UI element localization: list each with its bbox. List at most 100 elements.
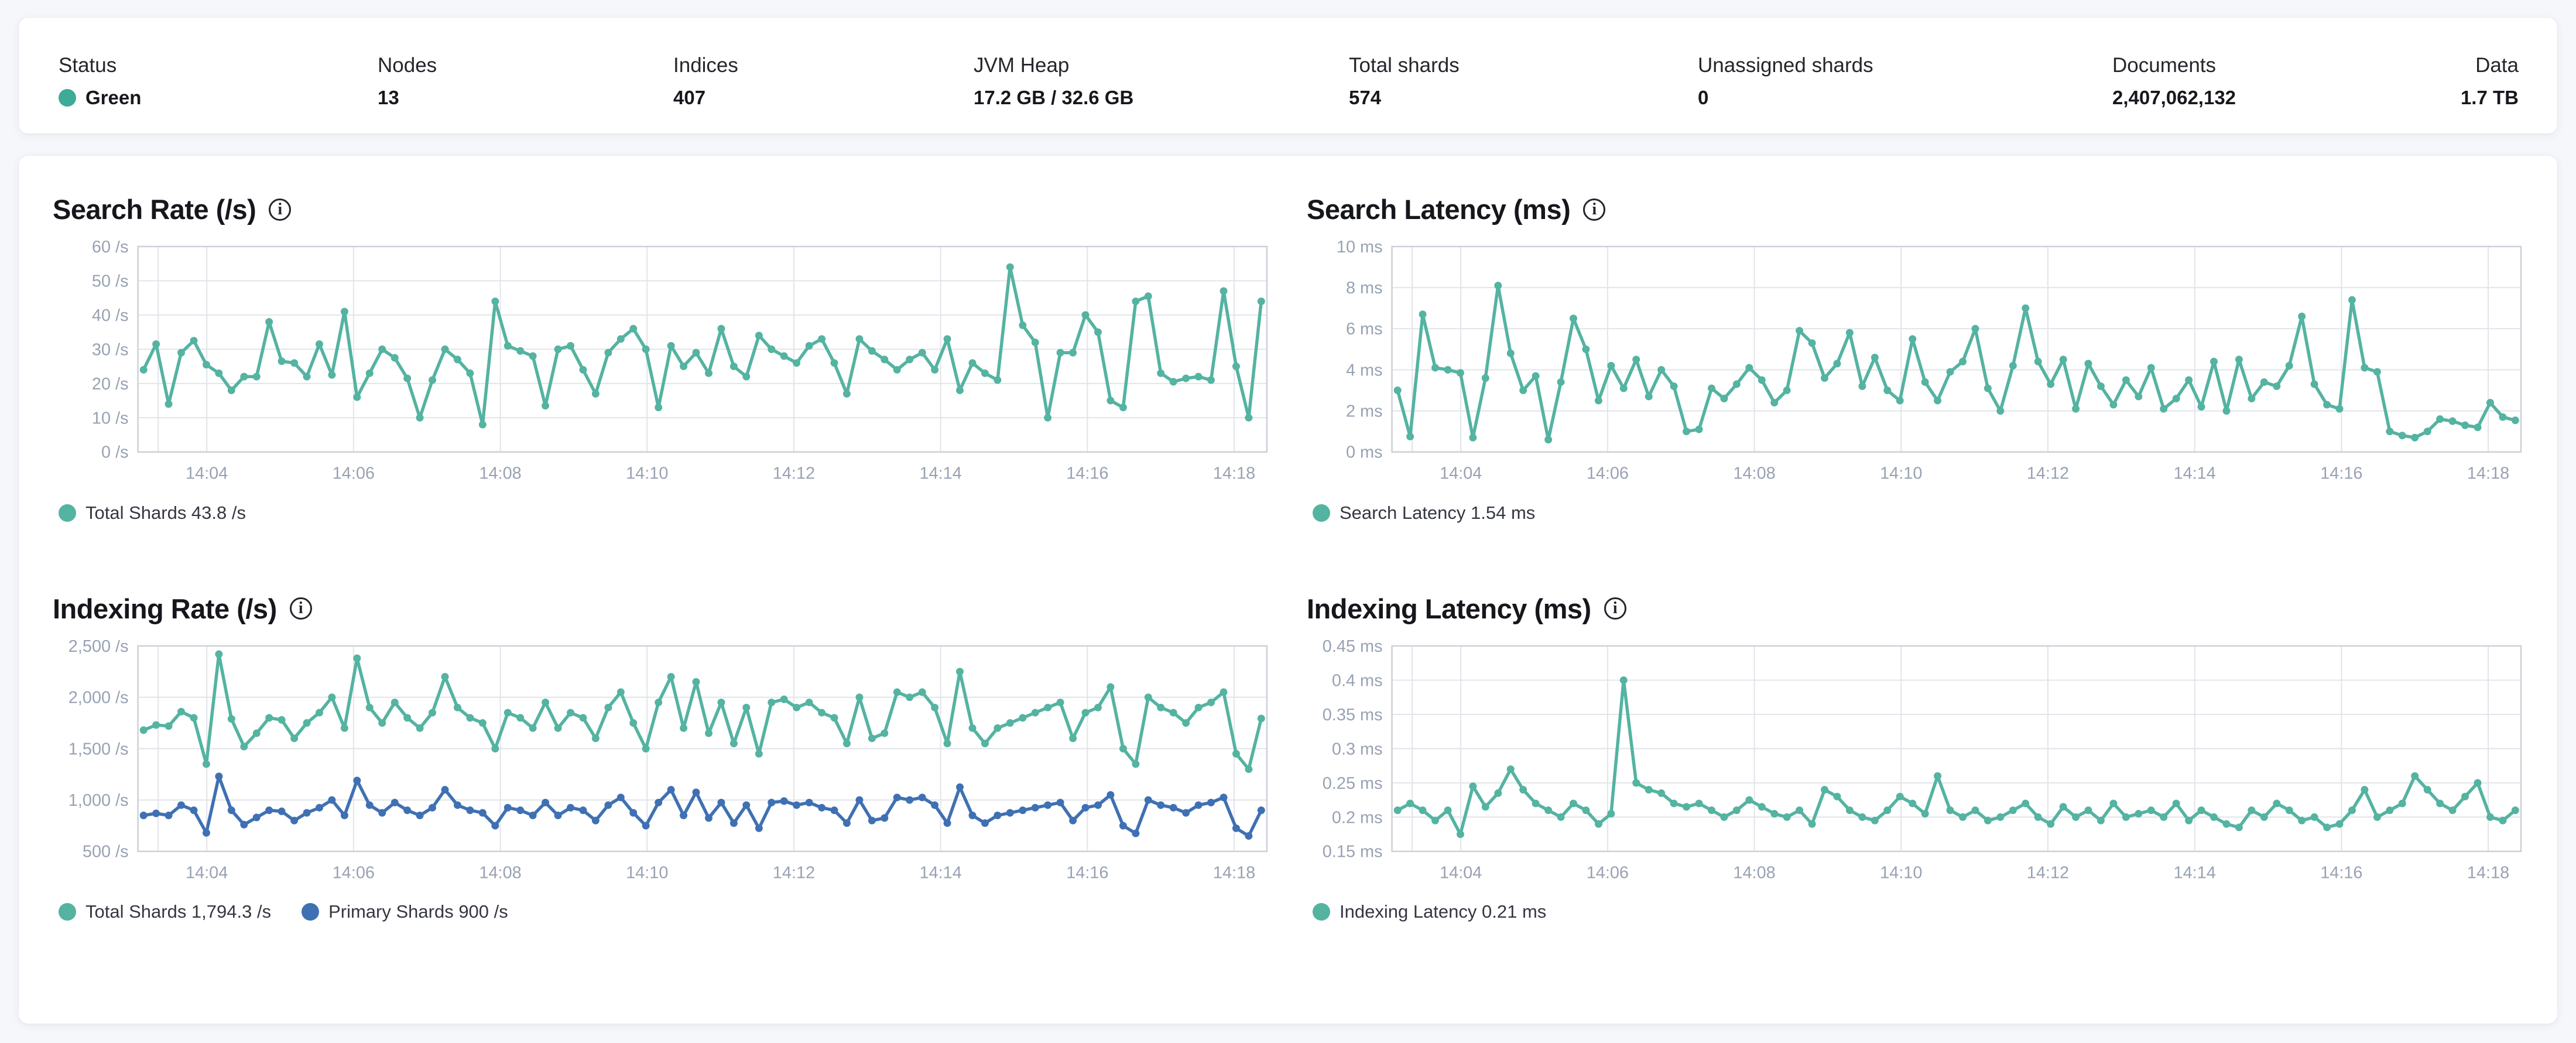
chart-title: Search Latency (ms) bbox=[1307, 194, 1571, 225]
svg-text:14:16: 14:16 bbox=[1066, 464, 1108, 483]
legend-item[interactable]: Indexing Latency 0.21 ms bbox=[1313, 901, 1546, 922]
legend-label: Total Shards 1,794.3 /s bbox=[85, 901, 272, 922]
svg-text:0.25 ms: 0.25 ms bbox=[1323, 774, 1383, 792]
svg-text:2,000 /s: 2,000 /s bbox=[68, 688, 129, 707]
svg-text:0.2 ms: 0.2 ms bbox=[1332, 808, 1383, 827]
legend-dot-icon bbox=[59, 903, 76, 921]
metric-value: Green bbox=[59, 87, 141, 109]
metric-label: Documents bbox=[2112, 54, 2217, 77]
chart-canvas[interactable]: 0 ms 2 ms 4 ms 6 ms 8 ms 10 ms 14:04 14:06 14:08… bbox=[1307, 241, 2523, 494]
metric-value: 17.2 GB / 32.6 GB bbox=[974, 87, 1134, 108]
svg-text:14:18: 14:18 bbox=[2467, 863, 2509, 882]
svg-text:14:06: 14:06 bbox=[333, 464, 375, 483]
metric-value: 13 bbox=[378, 87, 399, 108]
svg-text:14:06: 14:06 bbox=[1587, 863, 1629, 882]
chart-header: Search Rate (/s) i bbox=[53, 193, 1269, 225]
legend-label: Search Latency 1.54 ms bbox=[1340, 502, 1536, 523]
svg-text:14:10: 14:10 bbox=[1880, 464, 1922, 483]
metric-label: Data bbox=[2475, 54, 2519, 77]
search-latency-chart: Search Latency (ms) i 0 ms 2 ms 4 ms 6 ms 8 … bbox=[1307, 193, 2523, 524]
svg-text:14:18: 14:18 bbox=[2467, 464, 2509, 483]
chart-canvas[interactable]: 0 /s 10 /s 20 /s 30 /s 40 /s 50 /s 60 /s 14:04 1… bbox=[53, 241, 1269, 494]
svg-text:0.3 ms: 0.3 ms bbox=[1332, 740, 1383, 758]
chart-canvas[interactable]: 0.15 ms 0.2 ms 0.25 ms 0.3 ms 0.35 ms 0.4 ms 0… bbox=[1307, 640, 2523, 894]
cluster-summary-bar: Status Green Nodes 13 Indices 407 JVM He… bbox=[19, 18, 2557, 134]
metric-value: 0 bbox=[1698, 87, 1709, 108]
svg-text:14:12: 14:12 bbox=[2027, 464, 2069, 483]
svg-text:8 ms: 8 ms bbox=[1346, 279, 1383, 297]
svg-text:30 /s: 30 /s bbox=[92, 340, 129, 359]
status-green-dot-icon bbox=[59, 89, 76, 107]
metric-label: Indices bbox=[673, 54, 738, 77]
svg-text:14:08: 14:08 bbox=[479, 464, 521, 483]
svg-text:20 /s: 20 /s bbox=[92, 375, 129, 394]
svg-text:0 ms: 0 ms bbox=[1346, 443, 1383, 462]
charts-grid: Search Rate (/s) i 0 /s 10 /s 20 /s 30 /s 40… bbox=[53, 193, 2523, 922]
svg-text:14:04: 14:04 bbox=[186, 863, 228, 882]
svg-text:14:18: 14:18 bbox=[1213, 464, 1255, 483]
svg-text:14:04: 14:04 bbox=[1440, 464, 1482, 483]
metric-label: Unassigned shards bbox=[1698, 54, 1873, 77]
svg-text:0.15 ms: 0.15 ms bbox=[1323, 842, 1383, 861]
chart-legend: Search Latency 1.54 ms bbox=[1307, 502, 2523, 524]
chart-legend: Total Shards 43.8 /s bbox=[53, 502, 1269, 524]
chart-canvas[interactable]: 500 /s 1,000 /s 1,500 /s 2,000 /s 2,500 /s 14… bbox=[53, 640, 1269, 894]
svg-text:14:16: 14:16 bbox=[2320, 863, 2362, 882]
legend-dot-icon bbox=[1313, 903, 1330, 921]
legend-dot-icon bbox=[59, 504, 76, 522]
svg-text:0.4 ms: 0.4 ms bbox=[1332, 671, 1383, 690]
svg-text:2,500 /s: 2,500 /s bbox=[68, 640, 129, 656]
svg-text:0 /s: 0 /s bbox=[101, 443, 129, 462]
svg-text:14:12: 14:12 bbox=[773, 863, 815, 882]
svg-text:14:14: 14:14 bbox=[920, 464, 962, 483]
svg-text:1,000 /s: 1,000 /s bbox=[68, 791, 129, 810]
metric-value: 2,407,062,132 bbox=[2112, 87, 2236, 108]
metric-value: 1.7 TB bbox=[2460, 87, 2519, 108]
svg-text:14:14: 14:14 bbox=[920, 863, 962, 882]
chart-header: Indexing Latency (ms) i bbox=[1307, 593, 2523, 625]
svg-text:0.45 ms: 0.45 ms bbox=[1323, 640, 1383, 656]
svg-text:14:08: 14:08 bbox=[479, 863, 521, 882]
svg-text:60 /s: 60 /s bbox=[92, 241, 129, 257]
search-rate-chart: Search Rate (/s) i 0 /s 10 /s 20 /s 30 /s 40… bbox=[53, 193, 1269, 524]
svg-text:14:06: 14:06 bbox=[1587, 464, 1629, 483]
chart-header: Search Latency (ms) i bbox=[1307, 193, 2523, 225]
chart-title: Indexing Latency (ms) bbox=[1307, 593, 1591, 624]
svg-text:14:16: 14:16 bbox=[1066, 863, 1108, 882]
svg-text:14:16: 14:16 bbox=[2320, 464, 2362, 483]
chart-title: Search Rate (/s) bbox=[53, 194, 256, 225]
svg-text:14:14: 14:14 bbox=[2174, 863, 2216, 882]
svg-text:14:10: 14:10 bbox=[626, 464, 668, 483]
chart-legend: Total Shards 1,794.3 /s Primary Shards 90… bbox=[53, 901, 1269, 922]
svg-text:40 /s: 40 /s bbox=[92, 306, 129, 325]
legend-label: Indexing Latency 0.21 ms bbox=[1340, 901, 1547, 922]
metric-label: Status bbox=[59, 54, 117, 77]
metric-value: 574 bbox=[1349, 87, 1382, 108]
indexing-latency-chart: Indexing Latency (ms) i 0.15 ms 0.2 ms 0.2… bbox=[1307, 593, 2523, 923]
svg-text:4 ms: 4 ms bbox=[1346, 361, 1383, 379]
svg-text:1,500 /s: 1,500 /s bbox=[68, 740, 129, 758]
legend-item[interactable]: Total Shards 1,794.3 /s bbox=[59, 901, 271, 922]
info-icon[interactable]: i bbox=[1604, 597, 1626, 620]
info-icon[interactable]: i bbox=[1583, 198, 1606, 221]
status-text: Green bbox=[85, 87, 142, 108]
indexing-rate-chart: Indexing Rate (/s) i 500 /s 1,000 /s 1,500… bbox=[53, 593, 1269, 923]
legend-item[interactable]: Total Shards 43.8 /s bbox=[59, 502, 246, 524]
svg-text:0.35 ms: 0.35 ms bbox=[1323, 705, 1383, 724]
chart-legend: Indexing Latency 0.21 ms bbox=[1307, 901, 2523, 922]
svg-text:6 ms: 6 ms bbox=[1346, 320, 1383, 338]
svg-text:10 ms: 10 ms bbox=[1337, 241, 1383, 257]
legend-item[interactable]: Search Latency 1.54 ms bbox=[1313, 502, 1535, 524]
metric-value: 407 bbox=[673, 87, 706, 108]
metric-label: Total shards bbox=[1349, 54, 1460, 77]
legend-dot-icon bbox=[302, 903, 320, 921]
info-icon[interactable]: i bbox=[269, 198, 292, 221]
svg-text:14:04: 14:04 bbox=[1440, 863, 1482, 882]
svg-text:14:18: 14:18 bbox=[1213, 863, 1255, 882]
legend-label: Primary Shards 900 /s bbox=[328, 901, 508, 922]
legend-item[interactable]: Primary Shards 900 /s bbox=[302, 901, 508, 922]
info-icon[interactable]: i bbox=[289, 597, 312, 620]
svg-text:14:10: 14:10 bbox=[626, 863, 668, 882]
svg-text:50 /s: 50 /s bbox=[92, 272, 129, 290]
